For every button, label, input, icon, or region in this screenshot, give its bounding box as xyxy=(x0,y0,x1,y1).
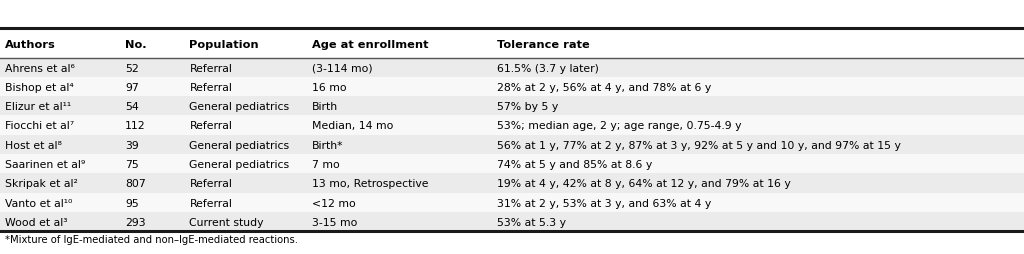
Text: 293: 293 xyxy=(125,217,145,227)
Text: General pediatrics: General pediatrics xyxy=(189,140,290,150)
Text: 97: 97 xyxy=(125,83,138,92)
Text: General pediatrics: General pediatrics xyxy=(189,102,290,112)
Text: 52: 52 xyxy=(125,64,138,73)
Text: 61.5% (3.7 y later): 61.5% (3.7 y later) xyxy=(497,64,598,73)
Text: 56% at 1 y, 77% at 2 y, 87% at 3 y, 92% at 5 y and 10 y, and 97% at 15 y: 56% at 1 y, 77% at 2 y, 87% at 3 y, 92% … xyxy=(497,140,900,150)
Text: 95: 95 xyxy=(125,198,138,208)
Text: No.: No. xyxy=(125,40,146,50)
Bar xyxy=(0,193,1024,212)
Text: 13 mo, Retrospective: 13 mo, Retrospective xyxy=(312,179,429,188)
Text: Referral: Referral xyxy=(189,179,232,188)
Text: Saarinen et al⁹: Saarinen et al⁹ xyxy=(5,159,85,169)
Text: 39: 39 xyxy=(125,140,138,150)
Text: 54: 54 xyxy=(125,102,138,112)
Text: 53% at 5.3 y: 53% at 5.3 y xyxy=(497,217,565,227)
Text: Bishop et al⁴: Bishop et al⁴ xyxy=(5,83,74,92)
Text: General pediatrics: General pediatrics xyxy=(189,159,290,169)
Text: Host et al⁸: Host et al⁸ xyxy=(5,140,62,150)
Text: Referral: Referral xyxy=(189,83,232,92)
Text: Authors: Authors xyxy=(5,40,56,50)
Text: Ahrens et al⁶: Ahrens et al⁶ xyxy=(5,64,75,73)
Text: 31% at 2 y, 53% at 3 y, and 63% at 4 y: 31% at 2 y, 53% at 3 y, and 63% at 4 y xyxy=(497,198,711,208)
Bar xyxy=(0,78,1024,97)
Text: *Mixture of IgE-mediated and non–IgE-mediated reactions.: *Mixture of IgE-mediated and non–IgE-med… xyxy=(5,234,298,244)
Text: <12 mo: <12 mo xyxy=(312,198,356,208)
Text: Elizur et al¹¹: Elizur et al¹¹ xyxy=(5,102,72,112)
Text: Wood et al³: Wood et al³ xyxy=(5,217,68,227)
Text: Age at enrollment: Age at enrollment xyxy=(312,40,429,50)
Text: 75: 75 xyxy=(125,159,138,169)
Text: Population: Population xyxy=(189,40,259,50)
Text: (3-114 mo): (3-114 mo) xyxy=(312,64,373,73)
Text: Birth: Birth xyxy=(312,102,339,112)
Text: 74% at 5 y and 85% at 8.6 y: 74% at 5 y and 85% at 8.6 y xyxy=(497,159,652,169)
Text: 7 mo: 7 mo xyxy=(312,159,340,169)
Text: Current study: Current study xyxy=(189,217,264,227)
Text: 57% by 5 y: 57% by 5 y xyxy=(497,102,558,112)
Text: Referral: Referral xyxy=(189,121,232,131)
Bar xyxy=(0,97,1024,116)
Text: Fiocchi et al⁷: Fiocchi et al⁷ xyxy=(5,121,75,131)
Text: 53%; median age, 2 y; age range, 0.75-4.9 y: 53%; median age, 2 y; age range, 0.75-4.… xyxy=(497,121,741,131)
Text: 3-15 mo: 3-15 mo xyxy=(312,217,357,227)
Text: Tolerance rate: Tolerance rate xyxy=(497,40,590,50)
Bar xyxy=(0,116,1024,135)
Text: Referral: Referral xyxy=(189,64,232,73)
Bar xyxy=(0,29,1024,231)
Text: Referral: Referral xyxy=(189,198,232,208)
Bar xyxy=(0,212,1024,231)
Text: 16 mo: 16 mo xyxy=(312,83,347,92)
Text: 112: 112 xyxy=(125,121,145,131)
Bar xyxy=(0,29,1024,58)
Text: 19% at 4 y, 42% at 8 y, 64% at 12 y, and 79% at 16 y: 19% at 4 y, 42% at 8 y, 64% at 12 y, and… xyxy=(497,179,791,188)
Bar xyxy=(0,58,1024,78)
Bar xyxy=(0,173,1024,193)
Text: Birth*: Birth* xyxy=(312,140,344,150)
Text: 807: 807 xyxy=(125,179,145,188)
Text: 28% at 2 y, 56% at 4 y, and 78% at 6 y: 28% at 2 y, 56% at 4 y, and 78% at 6 y xyxy=(497,83,711,92)
Text: Skripak et al²: Skripak et al² xyxy=(5,179,78,188)
Bar xyxy=(0,135,1024,154)
Text: Vanto et al¹⁰: Vanto et al¹⁰ xyxy=(5,198,73,208)
Bar xyxy=(0,154,1024,173)
Text: Median, 14 mo: Median, 14 mo xyxy=(312,121,393,131)
